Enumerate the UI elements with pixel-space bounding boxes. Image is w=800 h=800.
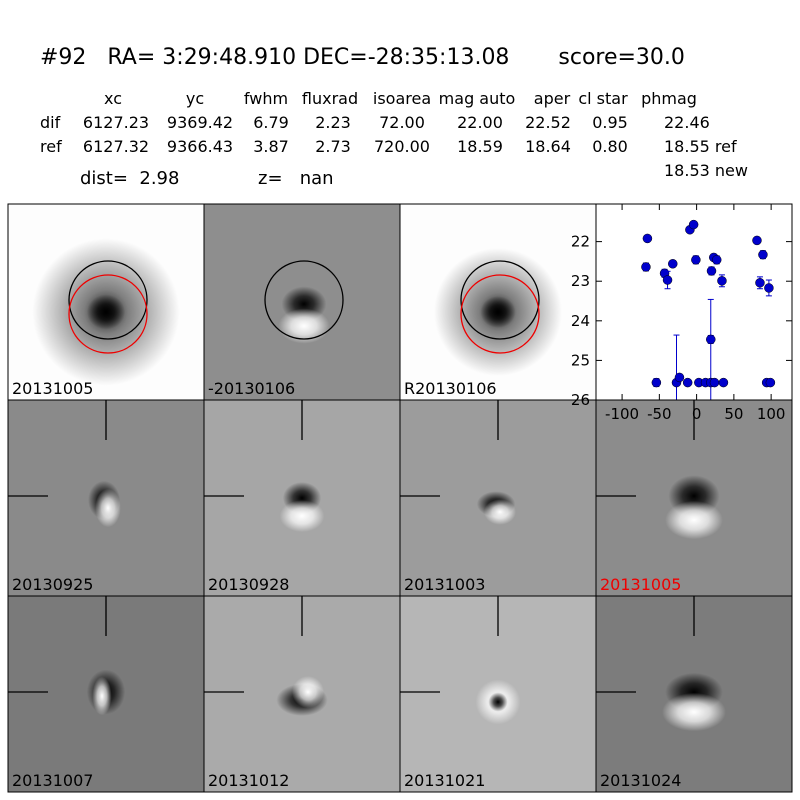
table-cell: 18.64 [525, 137, 571, 156]
table-cell: 3.87 [253, 137, 289, 156]
table-cell: 0.80 [592, 137, 628, 156]
data-point [765, 377, 776, 388]
table-cell: 9369.42 [167, 113, 233, 132]
table-cell: 9366.43 [167, 137, 233, 156]
data-point [641, 262, 651, 272]
data-point [755, 278, 765, 288]
source-blob [278, 308, 330, 344]
source-blob [292, 676, 324, 708]
column-header: xc [104, 89, 122, 108]
data-point [717, 276, 727, 286]
table-cell: 6127.23 [83, 113, 149, 132]
table-cell: 18.59 [457, 137, 503, 156]
x-tick-label: 0 [692, 405, 702, 423]
data-point [752, 235, 762, 246]
source-blob [92, 676, 112, 716]
panel-label: 20131007 [12, 771, 93, 790]
table-cell: 22.52 [525, 113, 571, 132]
table-cell: 22.00 [457, 113, 503, 132]
panel-label: 20131021 [404, 771, 485, 790]
table-cell: 18.55 ref [664, 137, 737, 156]
aperture-circle [460, 274, 540, 354]
panel-label: 20131024 [600, 771, 681, 790]
column-header: fluxrad [302, 89, 358, 108]
table-cell: 22.46 [664, 113, 710, 132]
column-header: aper [534, 89, 571, 108]
data-point [668, 259, 678, 269]
data-point [706, 334, 716, 345]
table-cell: 2.73 [315, 137, 351, 156]
data-point [651, 377, 662, 388]
aperture-circle [460, 260, 540, 340]
panel-label: R20130106 [404, 379, 497, 398]
panel-label: 20131012 [208, 771, 289, 790]
source-blob [484, 499, 516, 525]
x-tick-label: 100 [757, 405, 786, 423]
data-point [718, 377, 729, 388]
panel-label: 20131005 [600, 575, 681, 594]
z-value: z= nan [258, 168, 334, 189]
table-cell: 2.23 [315, 113, 351, 132]
column-header: yc [186, 89, 204, 108]
column-header: cl star [578, 89, 628, 108]
data-point [682, 377, 693, 388]
data-point [662, 275, 673, 285]
plot-frame [595, 203, 793, 401]
y-tick-label: 25 [571, 351, 590, 369]
source-blob [662, 692, 726, 732]
y-tick-label: 24 [571, 312, 590, 330]
table-cell: 720.00 [374, 137, 430, 156]
panel-label: 20131003 [404, 575, 485, 594]
panel-label: -20130106 [208, 379, 295, 398]
data-point [711, 255, 722, 265]
source-blob [488, 692, 508, 712]
data-point [709, 377, 720, 388]
data-point [674, 372, 685, 383]
x-tick-label: -50 [647, 405, 672, 423]
column-header: phmag [641, 89, 697, 108]
plot-area [596, 204, 792, 400]
x-tick-label: 50 [724, 405, 743, 423]
plot-points [641, 219, 776, 400]
panel-label: 20130925 [12, 575, 93, 594]
panel-border [595, 595, 793, 793]
source-blob [86, 294, 126, 330]
y-tick-label: 23 [571, 272, 590, 290]
table-cell: 72.00 [379, 113, 425, 132]
panel-label: 20131005 [12, 379, 93, 398]
data-point [758, 249, 768, 260]
data-point [688, 219, 699, 230]
table-cell: 6.79 [253, 113, 289, 132]
data-point [764, 283, 774, 293]
aperture-circle [264, 260, 344, 340]
data-point [691, 255, 701, 265]
aperture-circle [68, 274, 148, 354]
phmag-new: 18.53 new [664, 161, 748, 180]
table-cell: 0.95 [592, 113, 628, 132]
y-tick-label: 22 [571, 233, 590, 251]
data-point [642, 233, 653, 244]
y-tick-label: 26 [571, 391, 590, 409]
column-header: fwhm [244, 89, 288, 108]
column-header: isoarea [373, 89, 431, 108]
source-blob [279, 500, 325, 532]
table-cell: dif [40, 113, 61, 132]
source-blob [665, 500, 723, 540]
table-cell: ref [40, 137, 62, 156]
source-blob [480, 296, 516, 328]
dist: dist= 2.98 [80, 168, 179, 189]
source-blob [95, 488, 121, 528]
panel-label: 20130928 [208, 575, 289, 594]
aperture-circle [68, 260, 148, 340]
title: #92 RA= 3:29:48.910 DEC=-28:35:13.08 sco… [40, 45, 685, 70]
column-header: mag auto [439, 89, 516, 108]
data-point [706, 266, 717, 276]
x-tick-label: -100 [605, 405, 639, 423]
table-cell: 6127.32 [83, 137, 149, 156]
